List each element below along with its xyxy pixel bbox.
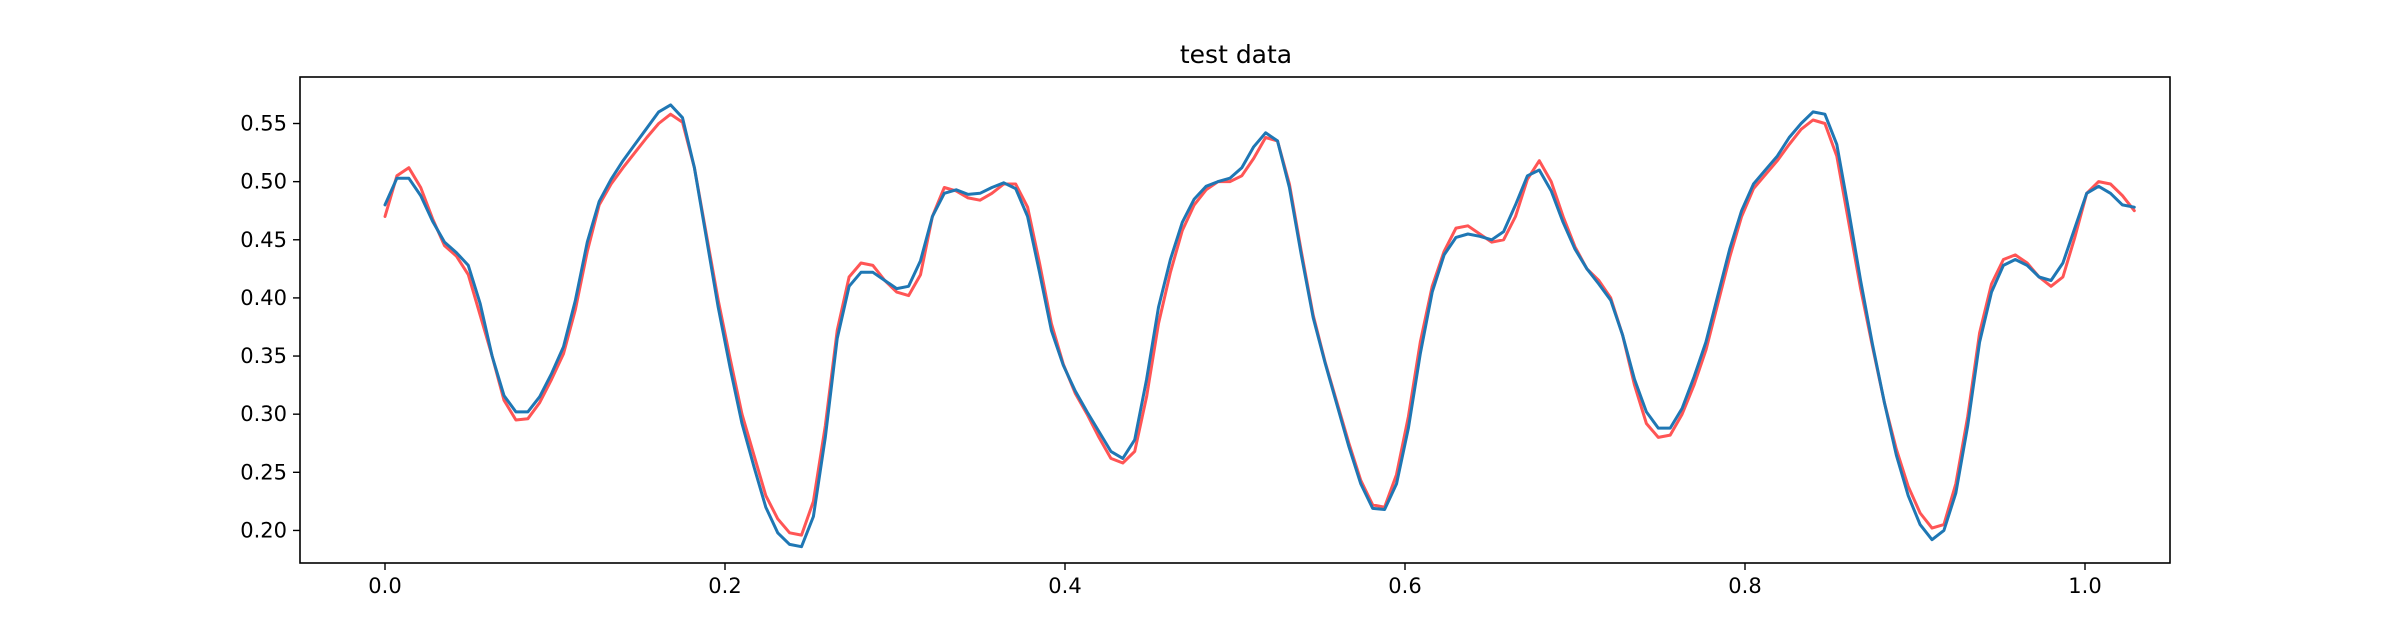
y-tick-label: 0.55 [240, 112, 287, 136]
x-tick-label: 0.4 [1048, 574, 1081, 598]
series-layer [383, 103, 2136, 549]
y-tick-label: 0.20 [240, 518, 287, 542]
chart-title: test data [1180, 40, 1292, 69]
x-tick-label: 0.0 [368, 574, 401, 598]
x-tick-label: 1.0 [2068, 574, 2101, 598]
y-axis: 0.20 0.25 0.30 0.35 0.40 0.45 0.50 0.55 [240, 112, 300, 542]
y-tick-label: 0.45 [240, 228, 287, 252]
series-line-1 [383, 112, 2136, 537]
y-tick-label: 0.30 [240, 402, 287, 426]
plot-frame [299, 76, 2171, 564]
y-tick-label: 0.25 [240, 460, 287, 484]
series-line-2 [383, 103, 2136, 549]
x-tick-label: 0.6 [1388, 574, 1421, 598]
y-tick-label: 0.35 [240, 344, 287, 368]
x-tick-label: 0.2 [708, 574, 741, 598]
y-tick-label: 0.50 [240, 170, 287, 194]
x-tick-label: 0.8 [1728, 574, 1761, 598]
x-axis: 0.0 0.2 0.4 0.6 0.8 1.0 [368, 563, 2102, 598]
y-tick-label: 0.40 [240, 286, 287, 310]
